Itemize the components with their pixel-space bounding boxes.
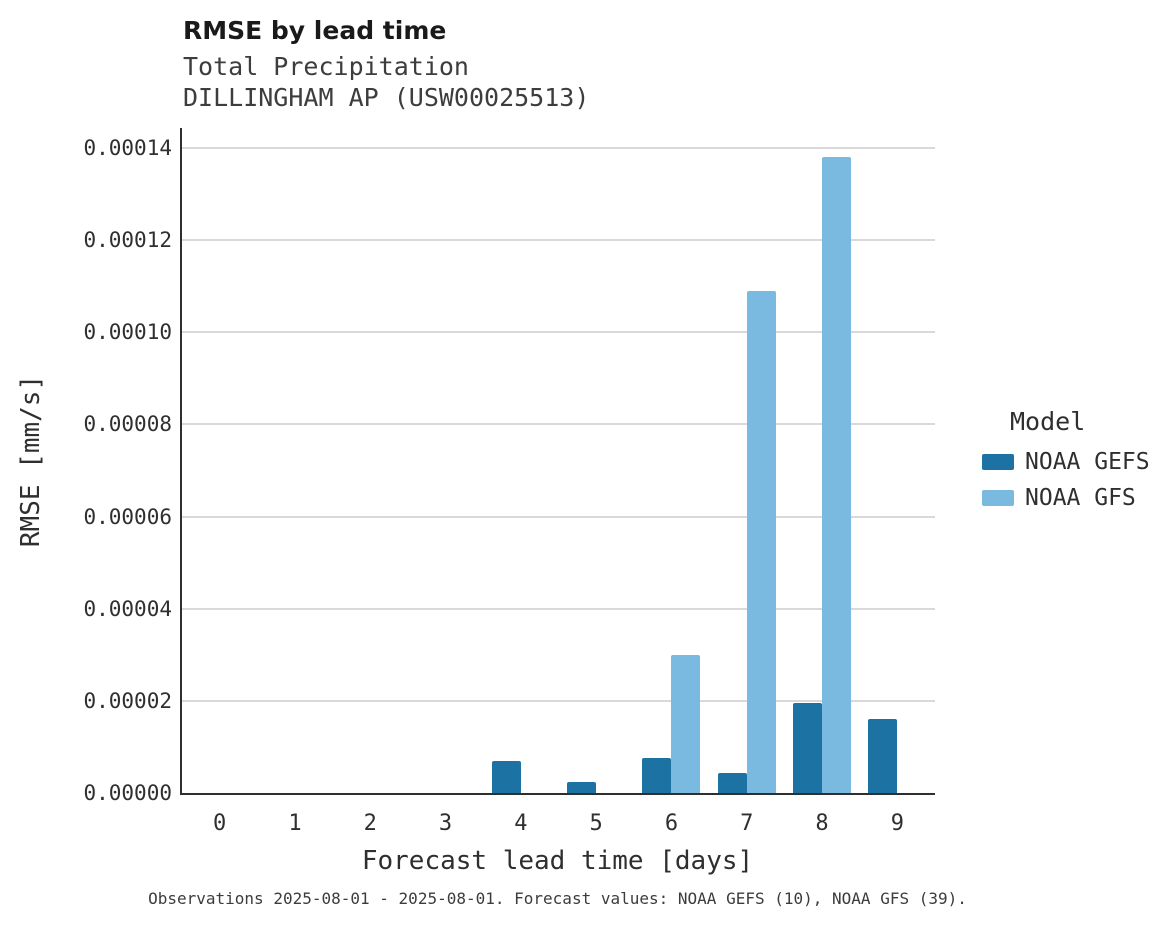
legend-swatch-noaa-gfs xyxy=(982,490,1014,506)
x-tick-label-3: 3 xyxy=(438,811,453,836)
x-tick-label-1: 1 xyxy=(288,811,302,836)
gridline xyxy=(182,239,935,242)
bar-noaa-gefs-lead-6 xyxy=(642,758,672,793)
x-tick-label-6: 6 xyxy=(664,811,679,836)
y-axis-label: RMSE [mm/s] xyxy=(16,374,46,548)
gridline xyxy=(182,147,935,149)
y-tick-label: 0.00008 xyxy=(83,412,172,437)
y-tick-label: 0.00014 xyxy=(83,136,172,160)
bar-noaa-gefs-lead-7 xyxy=(717,772,747,793)
x-tick-label-4: 4 xyxy=(514,811,528,836)
y-tick-label: 0.00002 xyxy=(83,688,172,713)
legend-entry-noaa-gfs: NOAA GFS xyxy=(982,485,1150,511)
chart-header: RMSE by lead time Total Precipitation DI… xyxy=(183,16,589,113)
legend-title: Model xyxy=(1010,407,1086,436)
legend-entry-noaa-gefs: NOAA GEFS xyxy=(982,449,1150,475)
y-tick-label: 0.00006 xyxy=(83,504,172,529)
y-tick-label: 0.00004 xyxy=(83,596,172,621)
bar-noaa-gefs-lead-9 xyxy=(868,719,898,793)
bar-noaa-gfs-lead-6 xyxy=(671,654,701,793)
chart-title: RMSE by lead time xyxy=(183,16,447,45)
y-tick-label: 0.00000 xyxy=(83,781,172,805)
bar-noaa-gefs-lead-4 xyxy=(491,760,521,793)
legend-entries: NOAA GEFS NOAA GFS xyxy=(982,449,1150,511)
gridline xyxy=(182,607,935,610)
chart-subtitle-station: DILLINGHAM AP (USW00025513) xyxy=(183,83,590,112)
gridline xyxy=(182,331,935,334)
caption: Observations 2025-08-01 - 2025-08-01. Fo… xyxy=(148,889,967,908)
legend-label: NOAA GFS xyxy=(1025,485,1136,511)
plot-area xyxy=(180,128,935,795)
gridline xyxy=(182,515,935,518)
chart-subtitle-variable: Total Precipitation xyxy=(183,52,469,81)
x-tick-label-0: 0 xyxy=(213,811,227,836)
bar-noaa-gfs-lead-8 xyxy=(822,157,852,793)
gridline xyxy=(182,699,935,702)
x-tick-label-2: 2 xyxy=(363,811,377,836)
x-tick-label-7: 7 xyxy=(740,811,754,836)
bar-noaa-gfs-lead-7 xyxy=(746,290,776,793)
bar-noaa-gefs-lead-5 xyxy=(567,781,597,793)
legend: Model NOAA GEFS NOAA GFS xyxy=(982,407,1150,521)
legend-swatch-noaa-gefs xyxy=(982,454,1014,470)
gridline xyxy=(182,423,935,426)
x-tick-label-8: 8 xyxy=(815,811,829,836)
legend-label: NOAA GEFS xyxy=(1025,449,1150,475)
y-tick-label: 0.00012 xyxy=(83,228,172,253)
x-axis-label: Forecast lead time [days] xyxy=(361,846,754,876)
x-tick-label-9: 9 xyxy=(890,811,904,836)
y-tick-label: 0.00010 xyxy=(83,320,172,345)
x-tick-label-5: 5 xyxy=(589,811,603,836)
bar-noaa-gefs-lead-8 xyxy=(793,703,823,793)
